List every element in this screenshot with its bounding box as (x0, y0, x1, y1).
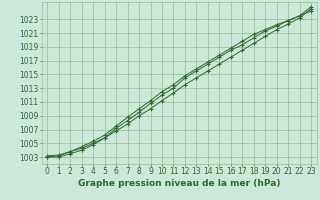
X-axis label: Graphe pression niveau de la mer (hPa): Graphe pression niveau de la mer (hPa) (78, 179, 280, 188)
